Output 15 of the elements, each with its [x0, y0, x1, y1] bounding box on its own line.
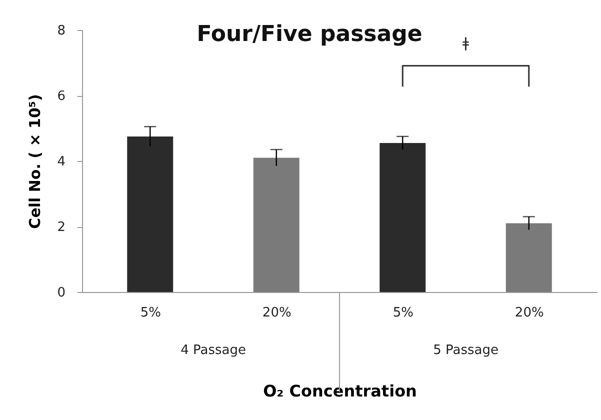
x-tick-label: 20% [514, 306, 544, 320]
y-tick-label: 4 [57, 154, 66, 170]
annotation: ǂ [462, 36, 470, 52]
y-tick-label: 8 [57, 24, 66, 38]
y-tick-label: 0 [57, 286, 66, 300]
x-axis-title: O₂ Concentration [263, 382, 417, 400]
x-tick-label: 5% [392, 306, 414, 320]
chart-title: Four/Five passage [196, 22, 422, 47]
x-tick-label: 5% [140, 306, 161, 320]
text: 4 Passage [180, 343, 246, 358]
text: 5 Passage [433, 343, 498, 358]
y-tick-label: 2 [57, 220, 66, 235]
y-tick-label: 6 [57, 89, 66, 104]
y-axis-title: Cell No. ( × 10⁵) [26, 94, 44, 229]
x-tick-label: 20% [262, 306, 292, 320]
